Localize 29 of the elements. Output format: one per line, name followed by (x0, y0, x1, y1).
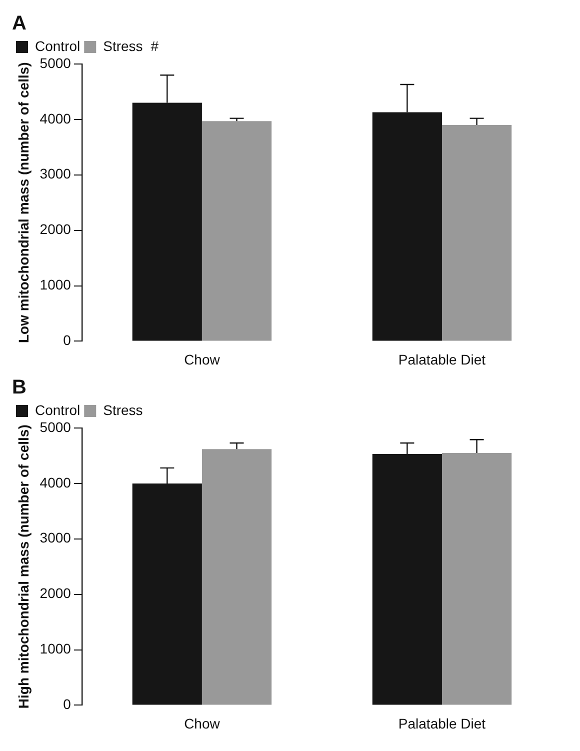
legend-label: Control (35, 402, 80, 418)
bar (202, 449, 272, 705)
bar (202, 121, 272, 341)
legend-label: Stress (103, 402, 143, 418)
text: # (150, 38, 159, 54)
bar (442, 124, 512, 341)
x-tick-label: Palatable Diet (398, 715, 486, 732)
y-tick-label: 0 (63, 332, 72, 348)
y-tick-label: 3000 (40, 166, 72, 182)
y-tick-label: 2000 (40, 585, 72, 602)
x-tick-label: Palatable Diet (398, 351, 486, 368)
y-tick-label: 3000 (40, 530, 72, 546)
bar (442, 452, 512, 705)
y-tick-label: 1000 (40, 640, 72, 657)
y-tick-label: 4000 (40, 110, 72, 126)
y-tick-label: 4000 (40, 474, 72, 490)
y-tick-label: 2000 (40, 221, 72, 238)
y-axis-title: Low mitochondrial mass (number of cells) (15, 62, 32, 344)
x-tick-label: Chow (184, 715, 221, 732)
y-tick-label: 5000 (40, 54, 72, 71)
y-tick-label: 5000 (40, 418, 72, 435)
chart-title: A (12, 12, 26, 35)
legend-label: Stress (103, 38, 143, 54)
legend-label: Control (35, 38, 80, 54)
x-tick-label: Chow (184, 351, 221, 368)
y-tick-label: 1000 (40, 276, 72, 293)
y-axis-title: High mitochondrial mass (number of cells) (15, 424, 32, 709)
y-tick-label: 0 (63, 696, 72, 712)
chart-title: B (12, 376, 26, 399)
